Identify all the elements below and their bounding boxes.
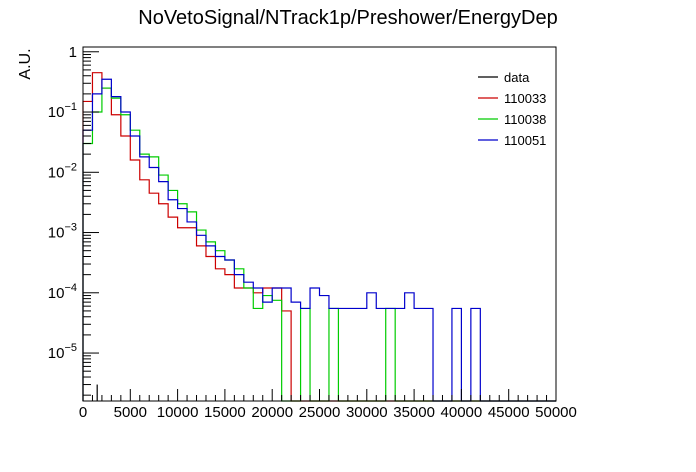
series-line-110033 — [82, 72, 556, 402]
y-axis-label: A.U. — [17, 48, 34, 79]
x-tick-label: 50000 — [535, 404, 577, 421]
x-tick-label: 5000 — [114, 404, 147, 421]
chart-title: NoVetoSignal/NTrack1p/Preshower/EnergyDe… — [138, 7, 557, 29]
x-tick-label: 20000 — [251, 404, 293, 421]
x-tick-label: 35000 — [393, 404, 435, 421]
x-tick-label: 0 — [79, 404, 87, 421]
x-tick-label: 25000 — [299, 404, 341, 421]
x-tick-label: 40000 — [441, 404, 483, 421]
y-tick-label: 10−1 — [48, 101, 77, 121]
legend-label-110051: 110051 — [504, 133, 546, 148]
y-tick-label: 10−3 — [48, 222, 77, 242]
series-line-110038 — [82, 87, 556, 402]
axes-layer: 0 5000 10000 15000 20000 25000 30000 35000 40000… — [48, 44, 577, 421]
x-tick-label: 10000 — [157, 404, 199, 421]
x-tick-label: 45000 — [488, 404, 530, 421]
y-tick-label: 10−4 — [48, 282, 77, 302]
legend-label-110038: 110038 — [504, 112, 546, 127]
legend: data 110033 110038 110051 — [478, 70, 546, 148]
legend-label-data: data — [504, 70, 530, 85]
y-tick-label: 10−5 — [48, 342, 77, 362]
series-line-110051 — [82, 78, 556, 402]
y-tick-label: 1 — [69, 44, 77, 61]
plot-frame — [82, 46, 557, 402]
series-layer — [82, 72, 556, 402]
y-tick-label: 10−2 — [48, 161, 77, 181]
x-tick-label: 15000 — [204, 404, 246, 421]
x-tick-label: 30000 — [346, 404, 388, 421]
legend-label-110033: 110033 — [504, 91, 546, 106]
